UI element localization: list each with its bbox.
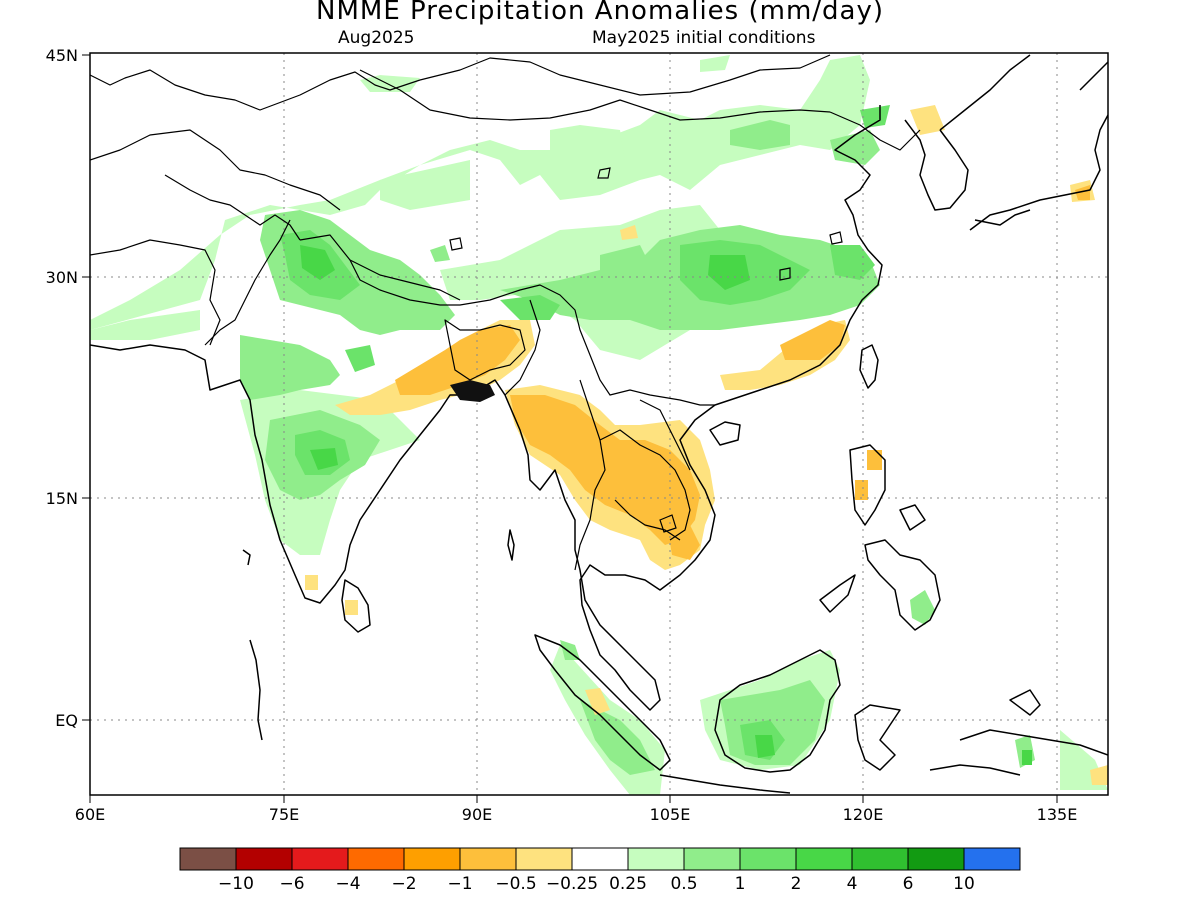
colorbar-swatch <box>907 847 965 871</box>
lat-tick-label: 15N <box>46 489 78 508</box>
colorbar-swatch <box>459 847 517 871</box>
lat-tick-label: 45N <box>46 46 78 65</box>
axis-ticks <box>82 54 1058 803</box>
lon-tick-label: 60E <box>75 805 105 824</box>
colorbar: −10 −6 −4 −2 −1 −0.5 −0.25 0.25 0.5 1 2 4 6 10 <box>179 847 1021 894</box>
lon-tick-label: 135E <box>1037 805 1078 824</box>
colorbar-label: −1 <box>447 874 472 894</box>
map-frame <box>89 52 1109 796</box>
colorbar-label: 0.5 <box>670 874 697 894</box>
anomaly-dark-green <box>300 245 1032 765</box>
map-title: NMME Precipitation Anomalies (mm/day) <box>316 0 884 26</box>
colorbar-swatch <box>235 847 293 871</box>
colorbar-swatch <box>683 847 741 871</box>
colorbar-swatch <box>627 847 685 871</box>
colorbar-swatch <box>179 847 237 871</box>
colorbar-label: 0.25 <box>609 874 647 894</box>
colorbar-label: 6 <box>903 874 914 894</box>
lon-tick-label: 120E <box>843 805 884 824</box>
country-borders <box>90 54 921 571</box>
colorbar-label: −10 <box>218 874 254 894</box>
colorbar-swatch <box>347 847 405 871</box>
graticule <box>90 53 1108 795</box>
colorbar-swatch <box>291 847 349 871</box>
anomaly-fields <box>90 55 1108 795</box>
colorbar-label: −0.5 <box>495 874 536 894</box>
colorbar-swatch <box>403 847 461 871</box>
initial-conditions-label: May2025 initial conditions <box>592 28 816 48</box>
colorbar-label: 4 <box>847 874 858 894</box>
colorbar-label: −2 <box>391 874 416 894</box>
lon-tick-label: 75E <box>269 805 299 824</box>
colorbar-swatch <box>963 847 1021 871</box>
colorbar-swatch <box>515 847 573 871</box>
colorbar-label: −6 <box>279 874 304 894</box>
lat-axis-labels: 45N 30N 15N EQ <box>46 46 78 730</box>
colorbar-label: −0.25 <box>546 874 598 894</box>
coastlines <box>90 54 1108 794</box>
colorbar-label: 1 <box>735 874 746 894</box>
lat-tick-label: 30N <box>46 268 78 287</box>
ganges-delta <box>450 380 495 402</box>
colorbar-label: −4 <box>335 874 360 894</box>
lon-axis-labels: 60E 75E 90E 105E 120E 135E <box>75 805 1078 824</box>
colorbar-swatch <box>739 847 797 871</box>
lon-tick-label: 105E <box>650 805 691 824</box>
valid-month-label: Aug2025 <box>338 28 415 48</box>
colorbar-swatch <box>851 847 909 871</box>
lat-tick-label: EQ <box>55 711 78 730</box>
colorbar-swatch <box>795 847 853 871</box>
colorbar-label: 10 <box>953 874 975 894</box>
colorbar-swatch <box>571 847 629 871</box>
inland-waters <box>449 167 843 533</box>
colorbar-label: 2 <box>791 874 802 894</box>
lon-tick-label: 90E <box>462 805 492 824</box>
